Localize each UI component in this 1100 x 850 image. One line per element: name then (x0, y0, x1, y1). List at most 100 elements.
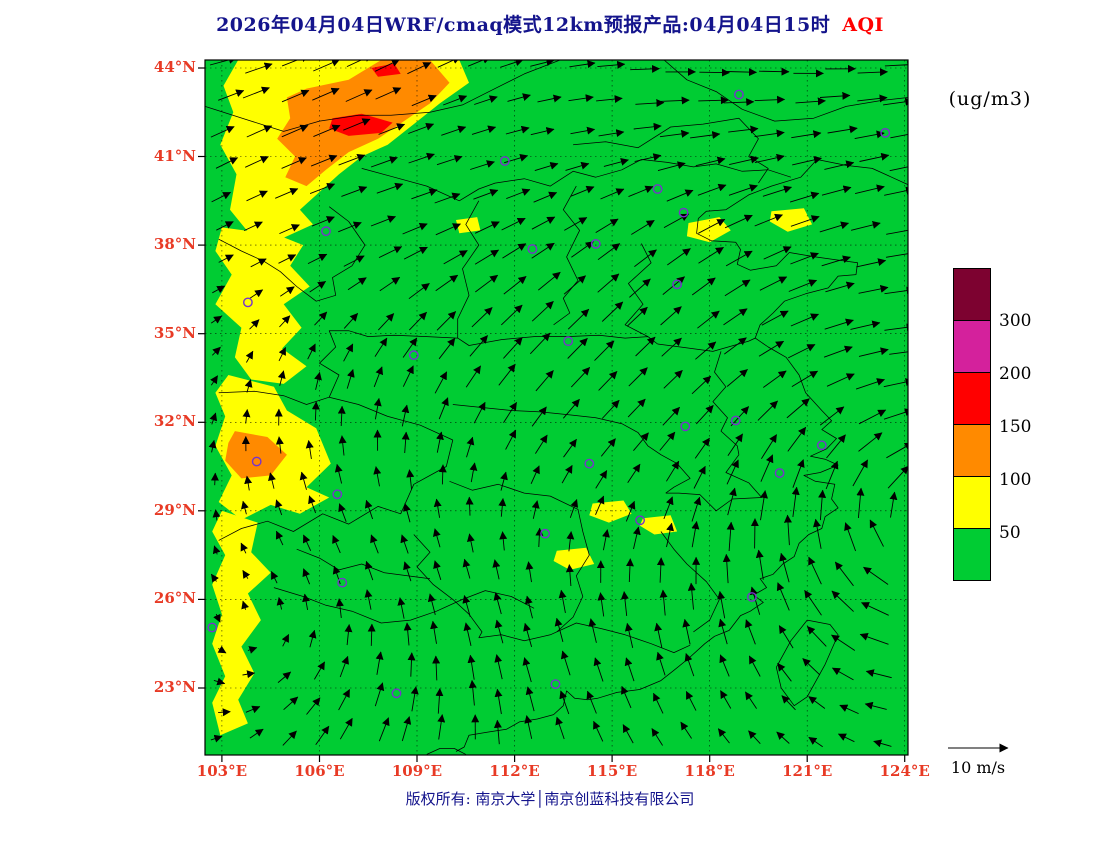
wind-arrow (408, 152, 435, 164)
wind-arrow (531, 242, 555, 259)
wind-arrow (397, 597, 406, 619)
wind-arrow (586, 690, 597, 714)
wind-arrow (791, 370, 819, 387)
wind-arrow (632, 526, 641, 550)
wind-arrow (535, 370, 554, 392)
lon-tick-label: 109°E (391, 762, 443, 780)
wind-arrow (275, 436, 284, 454)
wind-arrow (332, 535, 341, 554)
wind-arrow (831, 667, 854, 681)
province-boundary (426, 748, 466, 755)
wind-arrow (856, 487, 865, 519)
wind-arrow (494, 619, 504, 644)
wind-arrow (635, 336, 656, 357)
wind-arrow (690, 131, 721, 139)
wind-arrow (339, 717, 353, 740)
wind-arrow (666, 189, 694, 202)
wind-arrow (791, 130, 822, 139)
wind-arrow (500, 304, 523, 326)
wind-arrow (625, 558, 634, 583)
wind-arrow (819, 221, 849, 233)
wind-arrow (680, 721, 692, 739)
wind-arrow (693, 465, 706, 489)
wind-arrow (724, 279, 751, 297)
wind-arrow (338, 221, 362, 233)
wind-arrow (249, 319, 260, 330)
wind-arrow (852, 459, 868, 487)
wind-arrow (787, 426, 807, 452)
wind-arrow (889, 351, 908, 355)
wind-arrow (401, 404, 410, 427)
wind-arrow (302, 568, 311, 585)
wind-arrow (218, 89, 245, 101)
wind-arrow (364, 589, 373, 610)
wind-arrow (781, 695, 796, 711)
wind-arrow (302, 593, 310, 610)
wind-arrow (525, 686, 535, 712)
wind-arrow (854, 130, 885, 140)
wind-arrow (597, 592, 606, 617)
wind-arrow (762, 185, 792, 197)
wind-arrow (524, 715, 533, 739)
wind-arrow (276, 597, 285, 610)
wind-arrow (727, 433, 743, 456)
wind-arrow (534, 161, 559, 172)
wind-arrow (595, 218, 619, 233)
wind-arrow (864, 701, 887, 710)
wind-arrow (212, 509, 221, 521)
wind-arrow (307, 253, 328, 265)
wind-arrow (374, 682, 385, 707)
wind-arrow (885, 249, 908, 258)
wind-arrow (310, 154, 338, 167)
city-marker (635, 515, 645, 526)
wind-arrow (427, 593, 436, 616)
wind-arrow (401, 431, 410, 454)
wind-arrow (802, 658, 821, 676)
wind-arrow (559, 690, 570, 715)
wind-arrow (887, 465, 908, 489)
wind-arrow (407, 652, 416, 677)
wind-arrow (378, 717, 390, 742)
aqi-region (589, 500, 632, 523)
wind-arrow (634, 153, 662, 162)
wind-arrow (850, 221, 881, 231)
wind-arrow (507, 93, 531, 102)
wind-arrow (593, 657, 604, 682)
wind-arrow (761, 434, 777, 459)
lon-tick-label: 112°E (489, 762, 540, 780)
wind-arrow (281, 89, 310, 103)
wind-arrow (217, 645, 227, 654)
lat-tick-label: 29°N (153, 500, 196, 519)
wind-arrow (861, 602, 889, 616)
wind-arrow (403, 561, 412, 582)
wind-arrow (627, 398, 646, 418)
legend-color-swatch (953, 528, 991, 581)
wind-arrow (209, 412, 218, 425)
wind-arrow (500, 60, 524, 68)
wind-arrow (378, 246, 403, 259)
wind-arrow (443, 250, 468, 265)
wind-arrow (786, 398, 810, 419)
wind-arrow (437, 60, 461, 68)
wind-arrow (726, 521, 735, 552)
wind-arrow (309, 183, 336, 195)
wind-arrow (402, 222, 428, 235)
wind-arrow (407, 62, 432, 75)
wind-arrow (597, 243, 621, 261)
wind-arrow (666, 522, 675, 548)
wind-arrow (726, 459, 739, 485)
wind-arrow (748, 730, 761, 745)
wind-arrow (790, 215, 820, 227)
legend-tick-label: 150 (999, 417, 1032, 437)
wind-arrow (505, 429, 517, 450)
wind-arrow (568, 94, 594, 103)
wind-arrow (569, 60, 596, 69)
wind-arrow (343, 313, 359, 329)
wind-arrow (776, 582, 790, 611)
wind-arrow (698, 247, 724, 264)
aqi-region (371, 63, 401, 77)
aqi-region (225, 431, 287, 479)
wind-arrow (869, 519, 884, 547)
wind-arrow (818, 489, 827, 521)
wind-arrow (651, 728, 663, 746)
